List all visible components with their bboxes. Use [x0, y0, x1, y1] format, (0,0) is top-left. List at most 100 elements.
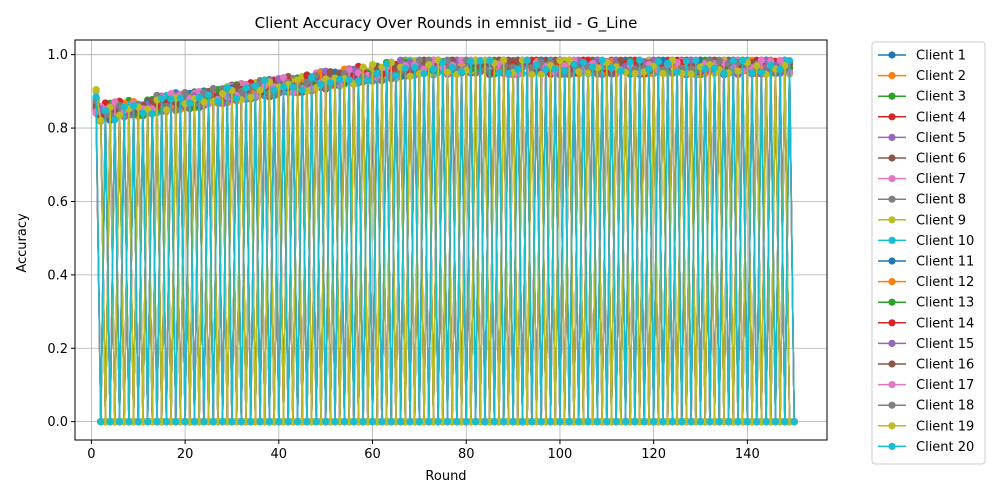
data-point	[495, 69, 503, 77]
data-point	[368, 60, 377, 69]
data-point	[453, 418, 461, 426]
data-point	[293, 76, 302, 84]
x-tick-label: 40	[271, 447, 288, 462]
data-point	[523, 56, 531, 64]
legend-marker	[888, 339, 896, 347]
data-point	[415, 56, 423, 64]
data-point	[659, 69, 667, 78]
data-point	[687, 65, 695, 73]
data-point	[303, 418, 311, 426]
data-point	[279, 74, 288, 82]
legend-item: Client 9	[878, 213, 966, 228]
data-point	[425, 418, 433, 426]
data-point	[551, 64, 559, 73]
legend-label: Client 1	[916, 49, 966, 64]
data-point	[401, 64, 409, 72]
data-point	[186, 99, 194, 107]
data-point	[720, 69, 728, 77]
data-point	[561, 66, 569, 75]
data-point	[373, 69, 381, 78]
data-point	[776, 56, 784, 64]
data-point	[251, 82, 259, 90]
data-point	[701, 64, 709, 73]
legend-item: Client 11	[878, 255, 974, 270]
x-tick-label: 120	[641, 447, 666, 462]
data-point	[565, 418, 573, 426]
data-point	[678, 418, 686, 426]
legend-marker	[888, 442, 896, 450]
legend-marker	[888, 92, 896, 100]
legend-item: Client 8	[878, 193, 966, 208]
data-point	[359, 63, 367, 71]
legend-item: Client 3	[878, 90, 966, 105]
x-tick-label: 20	[177, 447, 194, 462]
data-point	[467, 58, 475, 66]
data-point	[270, 86, 278, 94]
data-point	[247, 418, 255, 426]
data-point	[97, 116, 105, 125]
data-point	[279, 83, 288, 91]
data-point	[771, 418, 780, 426]
data-point	[715, 418, 723, 426]
legend-label: Client 13	[916, 296, 974, 311]
data-point	[668, 418, 676, 426]
data-point	[584, 69, 592, 77]
data-point	[340, 70, 349, 78]
data-point	[579, 58, 587, 67]
legend-item: Client 5	[878, 131, 966, 146]
legend-item: Client 16	[878, 358, 974, 373]
legend-marker	[888, 319, 896, 327]
data-point	[190, 418, 199, 426]
data-point	[144, 105, 152, 113]
data-point	[406, 418, 414, 426]
data-point	[729, 56, 737, 65]
data-point	[570, 60, 578, 69]
data-point	[537, 70, 545, 78]
legend-marker	[888, 257, 896, 265]
legend-marker	[888, 113, 896, 121]
x-tick-label: 100	[548, 447, 573, 462]
data-point	[218, 90, 227, 98]
data-point	[490, 418, 498, 426]
x-tick-label: 140	[735, 447, 760, 462]
data-point	[214, 97, 222, 105]
data-point	[181, 88, 189, 97]
legend-label: Client 19	[916, 419, 974, 434]
legend-item: Client 10	[878, 234, 974, 249]
data-point	[767, 61, 775, 69]
data-point	[139, 109, 147, 117]
data-point	[364, 76, 372, 84]
data-point	[97, 418, 105, 426]
data-point	[546, 418, 555, 426]
legend-item: Client 15	[878, 337, 974, 352]
data-point	[500, 56, 508, 64]
data-point	[687, 70, 695, 78]
data-point	[537, 418, 545, 426]
data-point	[209, 84, 217, 93]
data-point	[195, 93, 203, 102]
data-point	[382, 60, 391, 68]
y-axis-label: Accuracy	[15, 213, 30, 273]
data-point	[556, 418, 564, 426]
axes: 0 20 40 60 80 100 120 140 0.0 0.2 0.4 0.6 0.8 1.0	[47, 39, 828, 462]
legend-label: Client 10	[916, 234, 974, 249]
data-point	[518, 418, 527, 426]
data-point	[626, 58, 634, 66]
data-point	[664, 59, 672, 67]
data-point	[406, 72, 414, 80]
data-point	[331, 418, 339, 426]
data-point	[233, 82, 241, 90]
data-point	[748, 69, 756, 77]
data-point	[129, 102, 138, 110]
y-tick-label: 0.4	[47, 268, 68, 283]
legend-marker	[888, 236, 896, 244]
data-point	[200, 418, 208, 426]
data-point	[368, 418, 377, 426]
data-point	[298, 86, 306, 94]
data-point	[256, 418, 264, 426]
data-point	[148, 110, 156, 118]
data-point	[654, 57, 662, 66]
data-point	[359, 418, 367, 426]
data-point	[706, 418, 714, 426]
data-point	[162, 418, 170, 426]
